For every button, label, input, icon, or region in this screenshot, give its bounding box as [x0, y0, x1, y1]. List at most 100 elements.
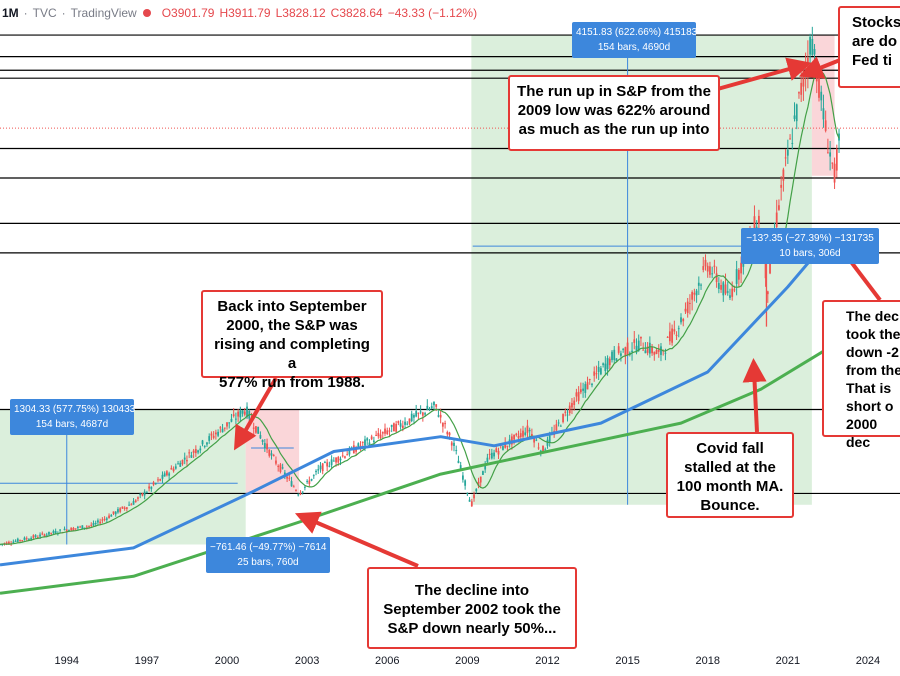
- annotation-decline-2022: The dec took the down -2 from the That i…: [822, 300, 900, 450]
- chart-header: 1M · TVC · TradingView O3901.79 H3911.79…: [2, 6, 478, 20]
- candle-body: [484, 464, 487, 470]
- candle-body: [562, 414, 564, 423]
- candle-body: [697, 282, 700, 286]
- candle-body: [217, 431, 220, 436]
- measurement-box-2022[interactable]: −13?.35 (−27.39%) −131735 10 bars, 306d: [741, 228, 879, 264]
- candle-body: [34, 535, 37, 537]
- candle-body: [255, 426, 257, 433]
- annotation-stocks-fed: Stocks are do Fed ti: [838, 6, 900, 88]
- candle-body: [424, 413, 426, 415]
- candle-body: [228, 422, 231, 424]
- candle-body: [404, 421, 406, 425]
- candle-body: [506, 445, 509, 447]
- candle-body: [622, 348, 625, 350]
- candle-body: [252, 427, 255, 429]
- candle-body: [74, 528, 77, 530]
- candle-body: [453, 442, 455, 446]
- timeframe-label[interactable]: 1M: [2, 6, 19, 20]
- measurement-box-2009-2022[interactable]: 4151.83 (622.66%) 415183 154 bars, 4690d: [572, 22, 697, 58]
- candle-body: [286, 476, 288, 479]
- candle-body: [186, 459, 188, 462]
- measurement-box-1988-2000[interactable]: 1304.33 (577.75%) 130433 154 bars, 4687d: [10, 399, 135, 435]
- measurement-span: 154 bars, 4690d: [597, 42, 671, 53]
- candle-body: [651, 347, 653, 354]
- candle-body: [326, 462, 329, 467]
- candle-body: [406, 423, 409, 425]
- candle-body: [214, 432, 217, 435]
- candle-body: [63, 528, 66, 531]
- candle-body: [150, 486, 153, 489]
- x-tick-label: 2024: [855, 655, 881, 667]
- candle-body: [159, 479, 162, 481]
- candle-body: [177, 463, 179, 465]
- candle-body: [48, 531, 50, 535]
- candle-body: [364, 439, 366, 446]
- candle-body: [702, 266, 705, 270]
- candle-body: [675, 334, 678, 336]
- x-tick-label: 2009: [455, 655, 480, 667]
- candle-body: [315, 470, 317, 473]
- candle-body: [441, 422, 444, 427]
- candle-body: [132, 501, 135, 505]
- annotation-arrow-4: [294, 511, 419, 568]
- candle-body: [393, 423, 395, 432]
- candle-body: [533, 438, 536, 443]
- candle-body: [673, 329, 676, 332]
- candle-body: [637, 340, 640, 351]
- candle-body: [510, 436, 513, 445]
- measurement-value: −761.46 (−49.77%) −7614: [210, 542, 327, 553]
- short-moving-average-line: [0, 71, 840, 545]
- candle-body: [815, 77, 818, 82]
- candle-body: [5, 542, 8, 545]
- candle-body: [125, 507, 128, 509]
- candle-body: [729, 295, 731, 298]
- candle-body: [266, 443, 268, 450]
- candle-body: [811, 38, 814, 55]
- candle-body: [25, 538, 28, 540]
- candle-body: [564, 411, 567, 413]
- candle-body: [108, 515, 110, 519]
- candle-body: [192, 450, 195, 453]
- candle-body: [110, 514, 113, 517]
- candle-body: [241, 410, 244, 414]
- candle-body: [43, 534, 46, 537]
- close-value: C3828.64: [330, 6, 383, 20]
- candle-body: [395, 423, 398, 432]
- candle-body: [831, 162, 834, 164]
- candle-body: [408, 418, 411, 424]
- candle-body: [36, 537, 39, 539]
- candle-body: [704, 259, 707, 267]
- candle-body: [295, 490, 297, 492]
- candle-body: [179, 462, 182, 467]
- candle-body: [301, 491, 304, 493]
- candle-body: [577, 391, 580, 402]
- candle-body: [141, 493, 144, 496]
- candle-body: [297, 494, 300, 496]
- candle-body: [726, 291, 729, 293]
- candle-body: [706, 265, 709, 272]
- platform-label: TradingView: [70, 6, 137, 20]
- candle-body: [826, 152, 829, 154]
- candle-body: [226, 422, 228, 427]
- candle-body: [81, 525, 84, 530]
- candle-body: [272, 455, 275, 457]
- ma-long-term-line: [0, 342, 837, 595]
- candle-body: [793, 115, 796, 119]
- candle-body: [388, 430, 391, 432]
- candle-body: [166, 471, 168, 476]
- candle-body: [555, 424, 558, 431]
- candle-body: [121, 506, 124, 509]
- candle-body: [190, 455, 193, 458]
- measurement-box-2000-2002[interactable]: −761.46 (−49.77%) −7614 25 bars, 760d: [206, 537, 330, 573]
- candle-body: [94, 522, 97, 524]
- candle-body: [348, 448, 351, 455]
- candle-body: [780, 184, 783, 188]
- candle-body: [689, 302, 691, 304]
- candle-body: [370, 436, 373, 440]
- candle-body: [517, 435, 520, 439]
- candle-body: [644, 350, 647, 354]
- candle-body: [283, 472, 286, 476]
- candle-body: [479, 476, 482, 483]
- candle-body: [733, 289, 736, 291]
- candle-body: [270, 453, 273, 456]
